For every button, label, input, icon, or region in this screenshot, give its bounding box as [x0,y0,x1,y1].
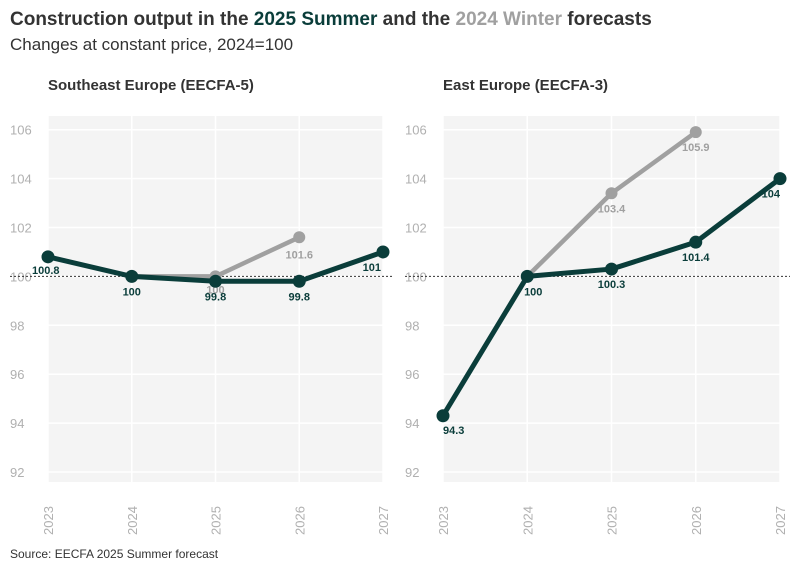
y-tick-label: 102 [10,221,32,236]
data-point [209,274,222,288]
data-point [689,126,702,139]
y-tick-label: 92 [10,465,24,480]
chart-subtitle: Changes at constant price, 2024=100 [10,35,294,54]
y-tick-label: 106 [10,123,32,138]
title-part-1: Construction output in the [10,9,254,30]
data-label: 100.3 [598,279,626,291]
series-2025-summer: 94.3 100 100.3 101.4 104 [436,172,787,437]
data-label: 101.6 [285,249,313,261]
chart-panel-1: Southeast Europe (EECFA-5) 92 94 96 98 100 102… [10,77,393,535]
data-label: 100.8 [32,265,60,277]
y-tick-label: 94 [10,416,24,431]
title-part-2: and the [377,9,456,30]
y-tick-label: 102 [405,221,427,236]
data-point [376,245,390,259]
x-tick-label: 2024 [125,506,140,535]
y-tick-label: 104 [10,172,32,187]
data-point [605,262,618,276]
y-tick-label: 104 [405,172,427,187]
data-label: 99.8 [289,291,310,303]
x-tick-label: 2025 [209,506,224,535]
data-label: 99.8 [205,291,226,303]
data-label: 100 [524,286,542,298]
data-label: 94.3 [443,425,464,437]
source-note: Source: EECFA 2025 Summer forecast [10,547,219,561]
y-tick-label: 96 [10,367,24,382]
panel-title: Southeast Europe (EECFA-5) [48,77,254,94]
x-tick-label: 2023 [41,506,56,535]
charts-svg: Southeast Europe (EECFA-5) 92 94 96 98 100 102… [10,77,790,535]
y-tick-label: 106 [405,123,427,138]
data-label: 100 [123,286,141,298]
title-winter: 2024 Winter [455,9,563,30]
title-summer: 2025 Summer [253,9,378,30]
y-tick-label: 92 [405,465,419,480]
x-tick-label: 2023 [436,506,451,535]
data-label: 100 [206,284,224,296]
data-point [292,274,306,288]
data-point [125,269,139,283]
y-tick-label: 98 [10,318,24,333]
data-point [605,187,618,200]
x-tick-label: 2025 [605,506,620,535]
data-point [773,172,787,186]
data-label: 101 [363,262,381,274]
title-part-3: forecasts [562,9,652,30]
data-label: 101.4 [682,252,710,264]
y-tick-label: 100 [405,269,427,284]
x-tick-label: 2027 [773,506,788,535]
data-label: 103.4 [598,203,626,215]
chart-panel-2: East Europe (EECFA-3) 92 94 96 98 100 102 104 10… [405,77,790,535]
data-label: 104 [762,189,781,201]
x-tick-label: 2026 [689,506,704,535]
data-label: 105.9 [682,142,710,154]
data-point [41,250,55,264]
data-point [689,235,703,249]
data-point [293,231,306,244]
y-tick-label: 96 [405,367,419,382]
data-point [436,409,450,423]
chart-title: Construction output in the 2025 Summer a… [10,9,652,31]
x-tick-label: 2027 [376,506,391,535]
data-point [520,269,534,283]
y-tick-label: 94 [405,416,419,431]
y-tick-label: 98 [405,318,419,333]
x-tick-label: 2024 [520,506,535,535]
y-tick-label: 100 [10,269,32,284]
panel-title: East Europe (EECFA-3) [443,77,608,94]
x-tick-label: 2026 [292,506,307,535]
